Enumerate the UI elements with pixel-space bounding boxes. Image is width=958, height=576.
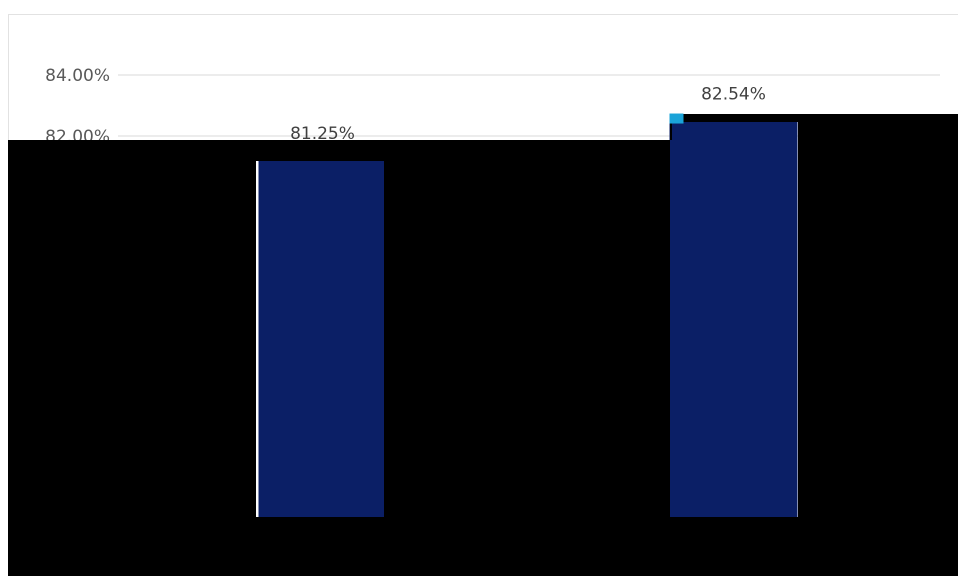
data-label: 81.25%: [290, 124, 355, 144]
bar: [258, 158, 387, 517]
y-tick-label: 84.00%: [45, 66, 110, 86]
bar: [669, 119, 798, 517]
redaction-overlay: [8, 114, 958, 576]
data-label: 82.54%: [701, 85, 766, 105]
selection-marker: [669, 113, 684, 124]
